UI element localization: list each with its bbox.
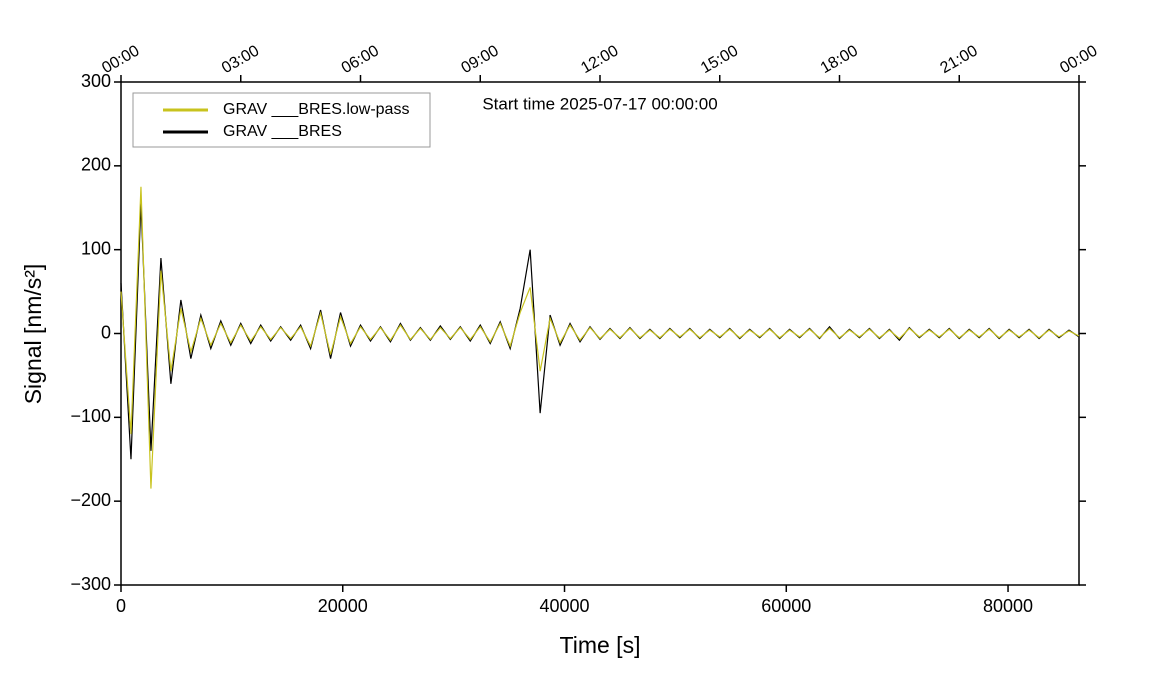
series-line [120,186,1080,489]
x2-tick-label: 00:00 [99,42,142,77]
x2-tick-label: 15:00 [698,42,741,77]
x2-tick-label: 18:00 [818,42,861,77]
y-tick-label: −200 [70,490,111,510]
x-tick-label: 0 [116,596,126,616]
y-tick-label: 200 [81,155,111,175]
x2-tick-label: 21:00 [938,42,981,77]
x2-tick-label: 12:00 [578,42,621,77]
x2-tick-label: 09:00 [459,42,502,77]
y-tick-label: −100 [70,406,111,426]
y-tick-label: −300 [70,574,111,594]
annotation: Start time 2025-07-17 00:00:00 [482,94,717,113]
y-tick-label: 0 [101,322,111,342]
x-axis-label: Time [s] [560,632,641,658]
x-tick-label: 80000 [983,596,1033,616]
y-tick-label: 100 [81,238,111,258]
legend-label: GRAV ___BRES.low-pass [223,101,409,118]
x2-tick-label: 00:00 [1057,42,1100,77]
x-tick-label: 60000 [761,596,811,616]
y-axis-label: Signal [nm/s²] [20,264,46,405]
legend-box [132,92,431,148]
x-tick-label: 20000 [318,596,368,616]
legend-label: GRAV ___BRES [223,123,342,140]
x2-tick-label: 06:00 [339,42,382,77]
x2-tick-label: 03:00 [219,42,262,77]
x-tick-label: 40000 [539,596,589,616]
y-tick-label: 300 [81,71,111,91]
